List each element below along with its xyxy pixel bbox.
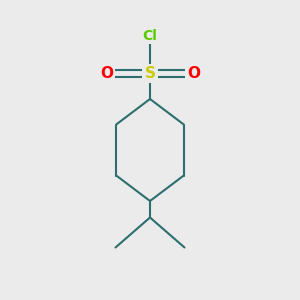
- Text: O: O: [187, 66, 200, 81]
- Text: O: O: [100, 66, 113, 81]
- Text: S: S: [145, 66, 155, 81]
- Text: Cl: Cl: [142, 29, 158, 43]
